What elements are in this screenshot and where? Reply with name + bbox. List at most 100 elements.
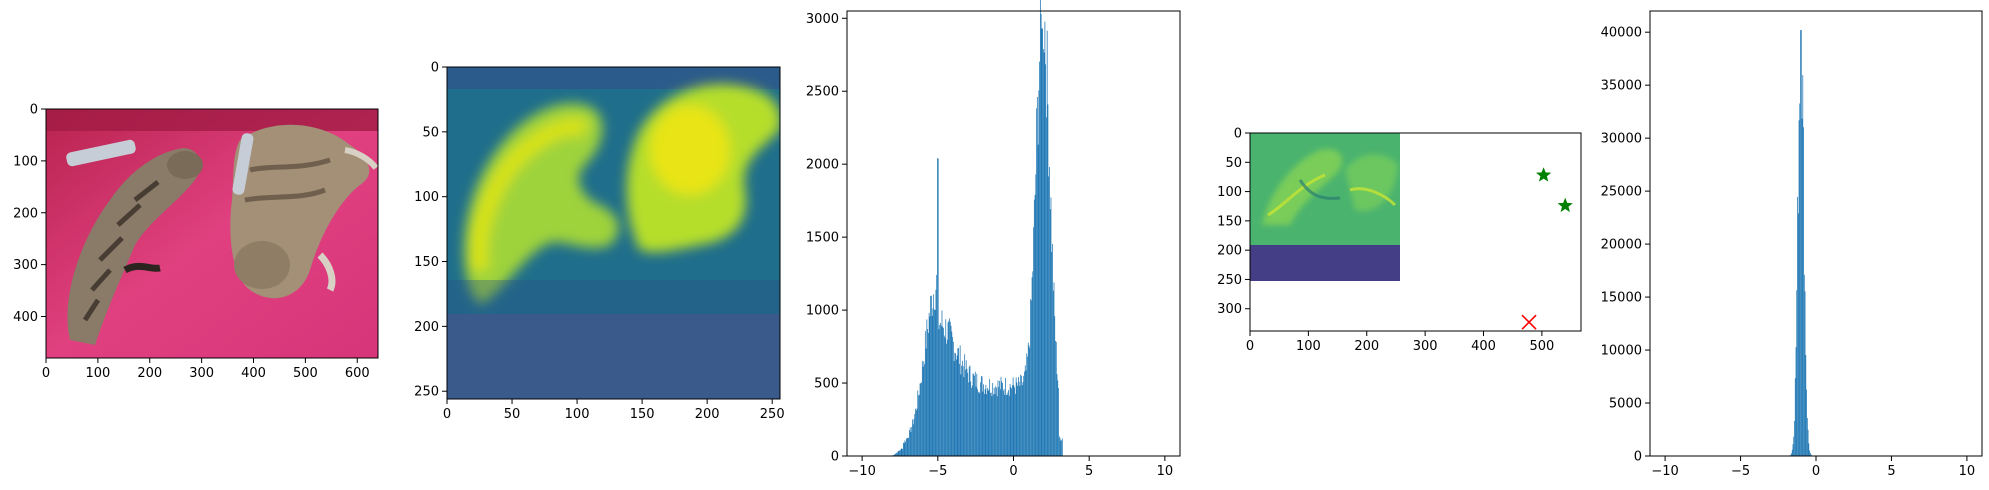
histogram-bar [1024, 365, 1026, 456]
histogram-bar [1031, 277, 1033, 456]
x-tick-label: 100 [85, 366, 110, 381]
histogram-bar [979, 393, 981, 456]
histogram-bar [925, 348, 927, 456]
histogram-bar [955, 359, 957, 456]
histogram-bar [909, 427, 911, 456]
histogram-bar [1014, 387, 1016, 456]
histogram-bar [906, 437, 908, 456]
histogram-bar [898, 450, 900, 456]
histogram-bar [1046, 117, 1047, 456]
y-tick-label: 50 [1225, 156, 1242, 171]
histogram-bar [913, 418, 915, 456]
histogram-bar [972, 373, 974, 456]
histogram-bar [1012, 377, 1014, 456]
histogram-bar [895, 453, 897, 456]
y-tick-label: 150 [414, 255, 439, 270]
histogram-bar [940, 322, 941, 456]
histogram-bar [1057, 380, 1059, 456]
histogram-bar [1045, 64, 1047, 457]
histogram-bar [1027, 356, 1028, 456]
histogram-bar [943, 327, 944, 456]
panel-5-histogram: −10 −5 0 5 10 0 5000 10000 15000 20000 25000 30000 3… [1601, 10, 1983, 479]
x-tick-label: 200 [695, 407, 720, 422]
histogram-bar [932, 308, 934, 456]
histogram-bar [951, 331, 953, 456]
histogram-bar [1037, 144, 1039, 457]
histogram-bar [983, 384, 984, 456]
y-tick-label: 200 [414, 320, 439, 335]
histogram-bar [1809, 452, 1811, 456]
histogram-bar [1038, 90, 1040, 456]
histogram-bar [977, 389, 978, 456]
histogram-bar [899, 450, 901, 456]
histogram-bar [1791, 449, 1793, 456]
histogram-bar [980, 382, 981, 456]
histogram-bar [933, 294, 935, 456]
y-tick-label: 3000 [806, 12, 839, 27]
histogram-bar [947, 322, 949, 456]
y-tick-label: 0 [431, 61, 439, 76]
histogram-bar [930, 295, 932, 456]
y-tick-label: 5000 [1609, 397, 1642, 412]
histogram-bar [1033, 227, 1034, 456]
histogram-bar [985, 384, 987, 456]
histogram-bar [1021, 385, 1023, 456]
histogram-bar [1043, 52, 1045, 456]
histogram-bar [1008, 390, 1009, 456]
histogram-bar [911, 427, 913, 456]
histogram-bar [1029, 347, 1031, 456]
panel-2-axes: 0 50 100 150 200 250 0 50 100 150 200 250 [414, 61, 784, 423]
histogram-bar [1058, 388, 1059, 456]
histogram-bar [937, 158, 939, 456]
x-tick-label: 10 [1157, 464, 1174, 479]
histogram-bar [905, 441, 907, 456]
histogram-bar [1059, 438, 1061, 456]
x-tick-label: −10 [848, 464, 875, 479]
histogram-bar [918, 394, 920, 456]
histogram-bar [899, 450, 900, 456]
histogram-bar [964, 354, 966, 456]
histogram-bar [945, 319, 947, 456]
histogram-bar [910, 431, 912, 456]
x-tick-label: −10 [1651, 464, 1678, 479]
histogram-bar [1000, 376, 1002, 456]
histogram-bar [903, 443, 905, 456]
histogram-bar [894, 454, 896, 456]
histogram-bar [903, 442, 904, 456]
histogram-bar [1009, 383, 1011, 456]
histogram-bar [946, 339, 948, 456]
histogram-bar [981, 376, 983, 456]
histogram-bar [1809, 450, 1810, 456]
histogram-bar [962, 366, 964, 456]
histogram-bar [1803, 274, 1805, 456]
histogram-bar [1005, 394, 1007, 456]
histogram-bar [965, 369, 966, 456]
y-tick-label: 1000 [806, 304, 839, 319]
histogram-bar [1801, 118, 1803, 456]
y-tick-label: 20000 [1601, 238, 1642, 253]
x-tick-label: 400 [241, 366, 266, 381]
x-tick-label: 150 [630, 407, 655, 422]
histogram-bar [1807, 429, 1809, 456]
histogram-bar [1036, 97, 1038, 456]
histogram-bar [1800, 30, 1802, 456]
histogram-bar [962, 360, 963, 456]
histogram-bar [969, 365, 971, 456]
histogram-bar [994, 393, 996, 456]
histogram-bar [896, 452, 898, 456]
histogram-bar [1023, 375, 1025, 456]
histogram-bar [1799, 103, 1801, 456]
panel-1-photo: 0 100 200 300 400 500 600 0 100 200 300 400 [13, 103, 379, 381]
histogram-bar [978, 391, 980, 456]
histogram-bar [1048, 176, 1050, 457]
y-tick-label: 0 [30, 103, 38, 118]
histogram-bar [943, 335, 945, 456]
panel-2-heatmap: 0 50 100 150 200 250 0 50 100 150 200 250 [414, 61, 784, 423]
histogram-bar [971, 385, 973, 456]
histogram-bar [988, 389, 990, 456]
x-tick-label: 500 [1529, 339, 1554, 354]
histogram-bar [915, 410, 917, 456]
histogram-bar [954, 352, 956, 456]
histogram-bar [948, 320, 950, 456]
histogram-bar [936, 274, 938, 456]
